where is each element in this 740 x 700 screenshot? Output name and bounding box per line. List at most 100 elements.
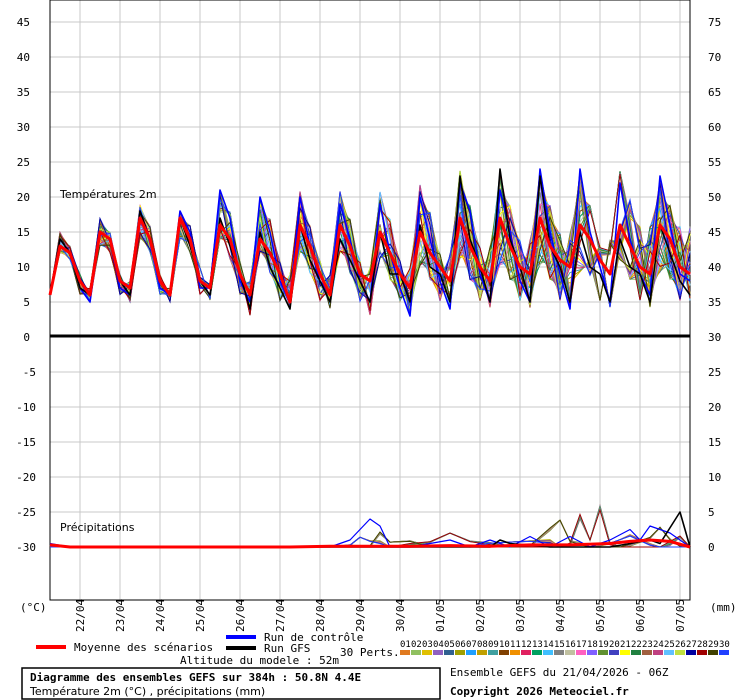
left-tick-label: 35 (17, 86, 30, 99)
pert-number: 07 (466, 640, 477, 650)
pert-swatch (598, 650, 608, 655)
pert-number: 05 (444, 640, 455, 650)
diagram-title: Diagramme des ensembles GEFS sur 384h : … (30, 671, 361, 684)
x-tick-label: 28/04 (314, 599, 327, 632)
pert-swatch (686, 650, 696, 655)
pert-number: 25 (664, 640, 675, 650)
pert-swatch (521, 650, 531, 655)
left-tick-label: 40 (17, 51, 30, 64)
x-tick-label: 05/05 (594, 599, 607, 632)
pert-number: 19 (598, 640, 609, 650)
left-tick-label: -5 (23, 366, 36, 379)
pert-swatch (422, 650, 432, 655)
right-tick-label: 10 (708, 471, 721, 484)
copyright-label: Copyright 2026 Meteociel.fr (450, 685, 629, 698)
left-tick-label: 45 (17, 16, 30, 29)
pert-swatch (554, 650, 564, 655)
x-tick-label: 22/04 (74, 599, 87, 632)
pert-swatch (697, 650, 707, 655)
perts-legend-label: 30 Perts. (340, 646, 400, 659)
pert-number: 14 (543, 640, 554, 650)
pert-swatch (620, 650, 630, 655)
pert-swatch (631, 650, 641, 655)
right-tick-label: 70 (708, 51, 721, 64)
pert-number: 23 (642, 640, 653, 650)
left-tick-label: -25 (16, 506, 36, 519)
right-tick-label: 45 (708, 226, 721, 239)
pert-number: 02 (411, 640, 422, 650)
right-tick-label: 65 (708, 86, 721, 99)
x-tick-label: 07/05 (674, 599, 687, 632)
pert-swatch (466, 650, 476, 655)
x-tick-label: 04/05 (554, 599, 567, 632)
pert-number: 20 (609, 640, 620, 650)
pert-swatch (455, 650, 465, 655)
control-legend-label: Run de contrôle (264, 631, 363, 644)
pert-number: 24 (653, 640, 664, 650)
precip-control-line (49, 518, 691, 548)
left-unit-label: (°C) (20, 601, 47, 614)
left-tick-label: -30 (16, 541, 36, 554)
left-tick-label: 25 (17, 156, 30, 169)
pert-swatch (576, 650, 586, 655)
pert-swatch (488, 650, 498, 655)
x-tick-label: 26/04 (234, 599, 247, 632)
diagram-subtitle: Température 2m (°C) , précipitations (mm… (29, 685, 265, 698)
pert-number: 12 (521, 640, 532, 650)
precip-mean-line (49, 538, 691, 549)
left-axis-ticks: 45 40 35 30 25 20 15 10 5 0 -5 -10 -15 -20 -25 -30 (16, 16, 36, 554)
left-tick-label: 10 (17, 261, 30, 274)
pert-swatch (642, 650, 652, 655)
pert-number: 01 (400, 640, 411, 650)
right-tick-label: 35 (708, 296, 721, 309)
perturbation-legend: 01 02 03 04 05 06 07 08 09 10 11 12 13 14 15 16 17 18 19 20… (400, 640, 730, 655)
pert-swatch (708, 650, 718, 655)
temperature-panel-label: Températures 2m (59, 188, 157, 201)
right-tick-label: 30 (708, 331, 721, 344)
pert-swatch (543, 650, 553, 655)
pert-number: 30 (719, 640, 730, 650)
left-tick-label: 0 (23, 331, 30, 344)
pert-swatch (532, 650, 542, 655)
pert-number: 06 (455, 640, 466, 650)
pert-swatch (433, 650, 443, 655)
x-tick-label: 02/05 (474, 599, 487, 632)
pert-number: 17 (576, 640, 587, 650)
pert-number: 10 (499, 640, 510, 650)
right-tick-label: 40 (708, 261, 721, 274)
right-tick-label: 50 (708, 191, 721, 204)
precipitation-panel-label: Précipitations (60, 521, 135, 534)
pert-swatch (477, 650, 487, 655)
pert-number: 18 (587, 640, 598, 650)
right-tick-label: 20 (708, 401, 721, 414)
left-tick-label: -20 (16, 471, 36, 484)
x-tick-label: 24/04 (154, 599, 167, 632)
pert-swatch (587, 650, 597, 655)
x-tick-label: 06/05 (634, 599, 647, 632)
x-tick-label: 01/05 (434, 599, 447, 632)
left-tick-label: 20 (17, 191, 30, 204)
right-unit-label: (mm) (710, 601, 737, 614)
x-tick-label: 29/04 (354, 599, 367, 632)
pert-number: 03 (422, 640, 433, 650)
pert-number: 09 (488, 640, 499, 650)
pert-number: 15 (554, 640, 565, 650)
left-tick-label: 5 (23, 296, 30, 309)
x-tick-label: 30/04 (394, 599, 407, 632)
right-tick-label: 60 (708, 121, 721, 134)
info-box (21, 667, 441, 700)
gfs-legend-label: Run GFS (264, 642, 310, 655)
left-tick-label: -10 (16, 401, 36, 414)
right-tick-label: 0 (708, 541, 715, 554)
left-tick-label: 30 (17, 121, 30, 134)
x-tick-label: 27/04 (274, 599, 287, 632)
x-tick-label: 03/05 (514, 599, 527, 632)
right-tick-label: 75 (708, 16, 721, 29)
ensemble-run-label: Ensemble GEFS du 21/04/2026 - 06Z (450, 666, 669, 679)
pert-number: 27 (686, 640, 697, 650)
pert-swatch (444, 650, 454, 655)
pert-number: 21 (620, 640, 631, 650)
x-tick-label: 23/04 (114, 599, 127, 632)
